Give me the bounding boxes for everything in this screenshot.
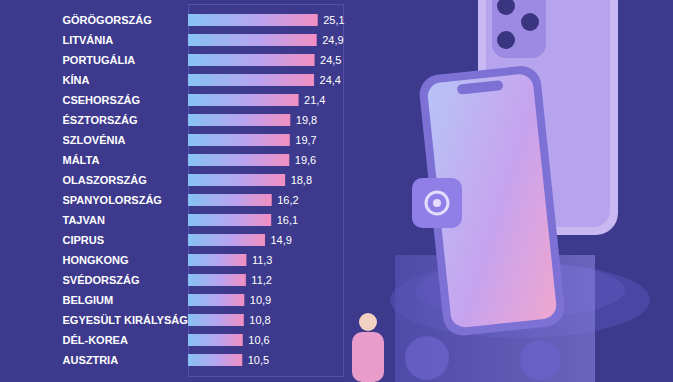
svg-text:16,1: 16,1 — [277, 214, 298, 226]
svg-text:10,8: 10,8 — [249, 314, 270, 326]
svg-text:OLASZORSZÁG: OLASZORSZÁG — [63, 174, 147, 186]
svg-text:19,8: 19,8 — [296, 114, 317, 126]
svg-text:11,2: 11,2 — [251, 274, 272, 286]
svg-text:14,9: 14,9 — [270, 234, 291, 246]
svg-text:HONGKONG: HONGKONG — [63, 254, 129, 266]
svg-text:LITVÁNIA: LITVÁNIA — [63, 34, 114, 46]
svg-text:KÍNA: KÍNA — [63, 74, 90, 86]
svg-text:TAJVAN: TAJVAN — [63, 214, 105, 226]
svg-text:SZLOVÉNIA: SZLOVÉNIA — [63, 134, 126, 146]
svg-text:AUSZTRIA: AUSZTRIA — [63, 354, 119, 366]
svg-text:24,5: 24,5 — [320, 54, 341, 66]
svg-text:PORTUGÁLIA: PORTUGÁLIA — [63, 54, 136, 66]
svg-text:25,1: 25,1 — [323, 14, 344, 26]
svg-text:DÉL-KOREA: DÉL-KOREA — [63, 334, 128, 346]
svg-text:19,7: 19,7 — [295, 134, 316, 146]
svg-text:19,6: 19,6 — [295, 154, 316, 166]
svg-text:ÉSZTORSZÁG: ÉSZTORSZÁG — [63, 114, 138, 126]
svg-text:10,6: 10,6 — [248, 334, 269, 346]
svg-text:18,8: 18,8 — [291, 174, 312, 186]
svg-text:CIPRUS: CIPRUS — [63, 234, 105, 246]
svg-text:11,3: 11,3 — [252, 254, 273, 266]
svg-text:SPANYOLORSZÁG: SPANYOLORSZÁG — [63, 194, 162, 206]
svg-text:MÁLTA: MÁLTA — [63, 154, 100, 166]
svg-text:SVÉDORSZÁG: SVÉDORSZÁG — [63, 274, 140, 286]
svg-text:24,4: 24,4 — [320, 74, 341, 86]
svg-text:EGYESÜLT KIRÁLYSÁG: EGYESÜLT KIRÁLYSÁG — [63, 314, 188, 326]
svg-text:21,4: 21,4 — [304, 94, 325, 106]
svg-text:BELGIUM: BELGIUM — [63, 294, 114, 306]
svg-text:24,9: 24,9 — [322, 34, 343, 46]
svg-text:10,9: 10,9 — [250, 294, 271, 306]
svg-text:CSEHORSZÁG: CSEHORSZÁG — [63, 94, 141, 106]
svg-text:GÖRÖGORSZÁG: GÖRÖGORSZÁG — [63, 14, 152, 26]
svg-text:10,5: 10,5 — [248, 354, 269, 366]
svg-text:16,2: 16,2 — [277, 194, 298, 206]
